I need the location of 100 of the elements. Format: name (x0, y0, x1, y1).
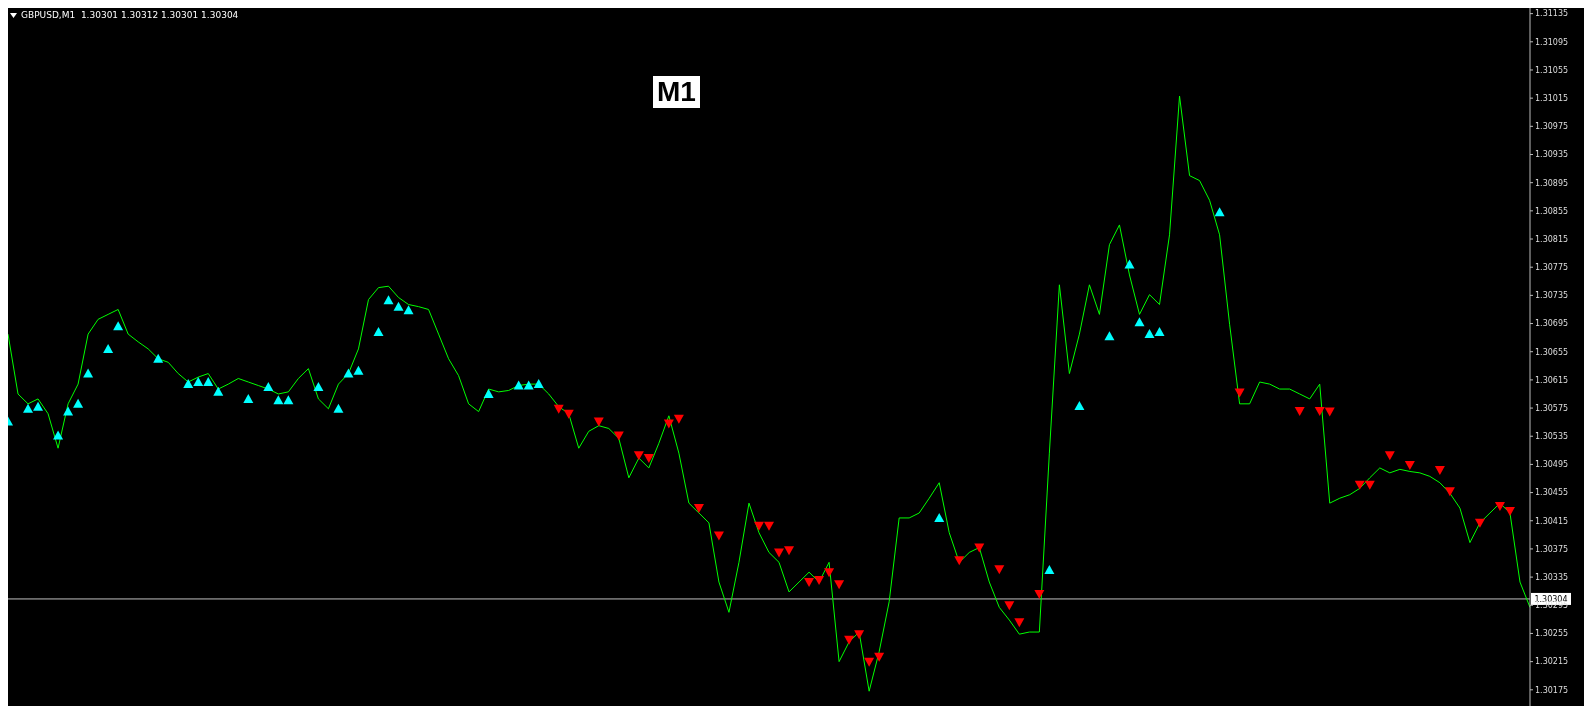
point (693, 504, 704, 514)
point (563, 409, 574, 419)
point (864, 657, 875, 667)
y-tick-label: 1.30855 (1535, 206, 1569, 216)
point (533, 379, 544, 389)
point (1504, 506, 1515, 516)
y-tick-label: 1.30815 (1535, 234, 1569, 244)
point (663, 419, 674, 429)
y-tick-label: 1.30935 (1535, 150, 1569, 160)
y-tick-label: 1.31055 (1535, 65, 1569, 75)
point (934, 512, 945, 522)
y-tick-label: 1.31015 (1535, 94, 1569, 103)
y-tick-label: 1.31135 (1535, 9, 1569, 19)
point (764, 521, 774, 531)
point (1434, 466, 1445, 476)
point (353, 365, 364, 375)
y-tick-label: 1.30415 (1535, 516, 1569, 526)
y-tick-label: 1.30455 (1535, 488, 1569, 498)
point (954, 556, 965, 566)
point (633, 451, 644, 461)
point (1384, 451, 1395, 461)
ref-line-label: 1.30304 (1534, 594, 1568, 604)
y-tick-label: 1.30335 (1535, 572, 1569, 582)
point (834, 580, 845, 590)
point (784, 546, 795, 556)
point (1144, 329, 1155, 339)
point (33, 401, 44, 411)
y-tick-label: 1.30775 (1535, 263, 1569, 273)
point (1214, 207, 1225, 217)
point (553, 404, 564, 414)
point (83, 368, 94, 378)
point (593, 417, 604, 427)
point (243, 393, 254, 403)
point (774, 548, 785, 558)
point (1044, 565, 1055, 575)
point (383, 295, 394, 305)
point (333, 403, 344, 413)
point (153, 353, 164, 363)
y-tick-label: 1.30215 (1535, 657, 1569, 667)
point (1474, 518, 1485, 528)
point (203, 377, 214, 386)
point (854, 630, 865, 640)
y-tick-label: 1.30575 (1535, 403, 1569, 413)
point (1124, 259, 1135, 269)
y-tick-label: 1.30375 (1535, 544, 1569, 554)
point (373, 327, 384, 336)
point (713, 531, 724, 541)
y-tick-label: 1.30695 (1535, 319, 1569, 329)
point (1154, 327, 1165, 336)
y-tick-label: 1.30735 (1535, 291, 1569, 301)
point (283, 395, 294, 405)
point (513, 380, 524, 390)
y-tick-label: 1.30615 (1535, 375, 1569, 385)
y-tick-label: 1.30175 (1535, 685, 1569, 695)
point (1444, 487, 1455, 497)
point (523, 380, 534, 390)
y-tick-label: 1.30255 (1535, 629, 1569, 639)
point (1034, 590, 1045, 600)
point (403, 305, 414, 315)
point (343, 368, 354, 378)
point (1294, 406, 1305, 416)
point (273, 395, 284, 405)
point (213, 386, 224, 396)
point (1074, 400, 1085, 410)
point (994, 565, 1005, 575)
point (1324, 407, 1335, 417)
point (1314, 406, 1325, 416)
y-tick-label: 1.30975 (1535, 122, 1569, 132)
point (1104, 331, 1115, 341)
point (483, 388, 494, 398)
point (753, 521, 764, 531)
point (1134, 317, 1145, 327)
point (263, 381, 274, 391)
point (63, 406, 74, 416)
point (53, 430, 64, 440)
point (1364, 480, 1375, 490)
point (1494, 501, 1505, 511)
point (824, 568, 835, 578)
point (183, 379, 194, 389)
point (844, 635, 855, 645)
point (1404, 461, 1415, 471)
point (103, 343, 114, 353)
point (874, 652, 885, 662)
point (814, 575, 825, 585)
point (313, 381, 324, 391)
y-tick-label: 1.30895 (1535, 178, 1569, 188)
y-tick-label: 1.30535 (1535, 432, 1569, 442)
point (643, 454, 654, 464)
point (193, 377, 204, 386)
chart-title: GBPUSD,M1 1.30301 1.30312 1.30301 1.30304 (21, 10, 239, 20)
point (73, 398, 84, 408)
point (804, 578, 815, 588)
y-tick-label: 1.30655 (1535, 347, 1569, 357)
annotation: M1 (653, 76, 700, 108)
y-tick-label: 1.30495 (1535, 460, 1569, 470)
point (113, 321, 124, 331)
point (23, 403, 34, 413)
point (673, 414, 684, 424)
point (1234, 388, 1245, 398)
y-tick-label: 1.31095 (1535, 37, 1569, 47)
